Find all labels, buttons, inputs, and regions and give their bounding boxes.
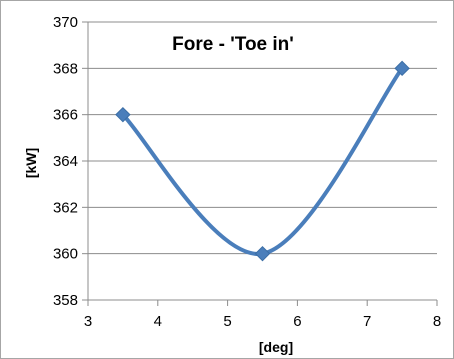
y-axis-title: [kW] [23,148,39,178]
y-tick-label: 360 [53,246,78,263]
x-tick-label: 6 [293,313,301,330]
x-tick-label: 4 [154,313,162,330]
data-point-marker [254,245,271,262]
x-tick-label: 7 [363,313,371,330]
x-tick-label: 3 [84,313,92,330]
series-markers [115,60,410,262]
y-tick-label: 362 [53,199,78,216]
x-axis-title: [deg] [259,339,293,355]
y-tick-label: 370 [53,14,78,31]
x-tick-labels: 3 4 5 6 7 8 [84,313,441,330]
x-tick-label: 5 [223,313,231,330]
chart-title: Fore - 'Toe in' [172,34,294,55]
data-point-marker [394,60,410,77]
data-point-marker [115,106,131,123]
y-tick-label: 358 [53,292,78,309]
y-tick-label: 366 [53,107,78,124]
y-tick-labels: 358 360 362 364 366 368 370 [53,14,78,309]
gridlines [88,21,437,255]
x-tick-label: 8 [433,313,441,330]
y-tick-label: 364 [53,153,78,170]
axes [82,21,438,306]
y-tick-label: 368 [53,60,78,77]
